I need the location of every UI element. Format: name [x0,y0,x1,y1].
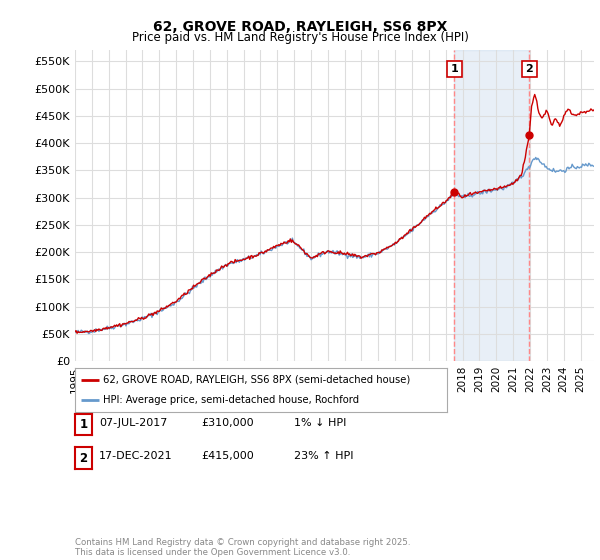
Text: £415,000: £415,000 [201,451,254,461]
Text: 17-DEC-2021: 17-DEC-2021 [99,451,173,461]
Text: £310,000: £310,000 [201,418,254,428]
Text: 1: 1 [79,418,88,431]
Text: 62, GROVE ROAD, RAYLEIGH, SS6 8PX (semi-detached house): 62, GROVE ROAD, RAYLEIGH, SS6 8PX (semi-… [103,375,410,385]
Bar [454,50,529,361]
Text: Contains HM Land Registry data © Crown copyright and database right 2025.
This d: Contains HM Land Registry data © Crown c… [75,538,410,557]
Text: Price paid vs. HM Land Registry's House Price Index (HPI): Price paid vs. HM Land Registry's House … [131,31,469,44]
Text: 07-JUL-2017: 07-JUL-2017 [99,418,167,428]
Text: 1: 1 [451,64,458,74]
Text: 62, GROVE ROAD, RAYLEIGH, SS6 8PX: 62, GROVE ROAD, RAYLEIGH, SS6 8PX [153,20,447,34]
Text: 1% ↓ HPI: 1% ↓ HPI [294,418,346,428]
Text: HPI: Average price, semi-detached house, Rochford: HPI: Average price, semi-detached house,… [103,395,359,405]
Text: 23% ↑ HPI: 23% ↑ HPI [294,451,353,461]
Text: 2: 2 [79,451,88,465]
Text: 2: 2 [526,64,533,74]
